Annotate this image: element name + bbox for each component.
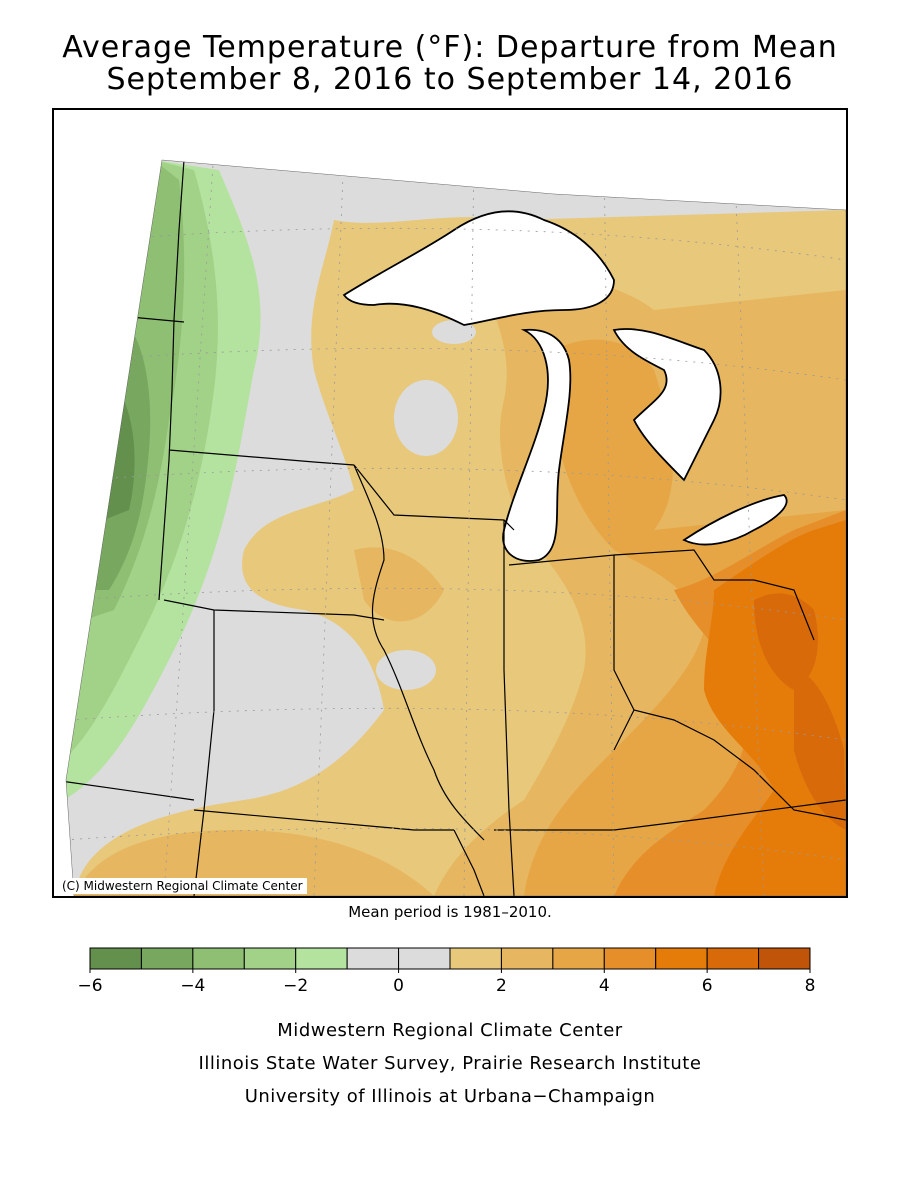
legend-tick-label: −2 bbox=[283, 976, 308, 996]
credit-mrcc: Midwestern Regional Climate Center bbox=[277, 1020, 623, 1041]
legend-swatch bbox=[500, 947, 554, 970]
temperature-departure-map bbox=[65, 159, 846, 896]
zone-minus-5-to-6 bbox=[94, 400, 135, 520]
lake-huron bbox=[612, 328, 722, 482]
legend-swatch bbox=[398, 947, 451, 970]
border-in-oh bbox=[508, 554, 635, 751]
legend-tick-label: −4 bbox=[180, 976, 205, 996]
graticule bbox=[66, 160, 846, 896]
legend-tick-label: 4 bbox=[599, 976, 610, 996]
zone-plus-2-to-3-central bbox=[354, 547, 444, 622]
departure-shading bbox=[66, 160, 846, 896]
legend-swatch bbox=[346, 947, 400, 970]
border-il-in bbox=[503, 520, 515, 896]
legend-tick-label: 0 bbox=[393, 976, 404, 996]
legend-swatch bbox=[603, 947, 657, 970]
legend-swatch bbox=[295, 947, 348, 970]
lake-michigan bbox=[502, 328, 572, 562]
border-oh-mi bbox=[613, 549, 815, 641]
zone-plus-6-to-7 bbox=[754, 593, 818, 690]
color-legend: −6 −4 −2 0 2 4 6 8 bbox=[0, 945, 900, 1005]
mean-period-note: Mean period is 1981–2010. bbox=[348, 903, 552, 921]
map-date-range: September 8, 2016 to September 14, 2016 bbox=[106, 62, 794, 97]
legend-swatch bbox=[449, 947, 502, 970]
legend-swatch bbox=[552, 947, 605, 970]
lake-superior bbox=[342, 210, 615, 326]
legend-swatch bbox=[192, 947, 245, 970]
legend-tick-label: 8 bbox=[805, 976, 816, 996]
legend-tick-label: 6 bbox=[702, 976, 713, 996]
border-tn-mo bbox=[453, 829, 485, 896]
legend-swatch bbox=[243, 947, 297, 970]
border-ne-ks bbox=[193, 610, 215, 896]
legend-swatch bbox=[706, 947, 760, 970]
zone-plus-6-to-7-east bbox=[794, 670, 846, 830]
map-title: Average Temperature (°F): Departure from… bbox=[62, 30, 838, 65]
legend-swatch bbox=[655, 947, 708, 970]
mississippi-river-border bbox=[353, 464, 485, 841]
great-lakes bbox=[342, 210, 788, 562]
border-mn-ia bbox=[168, 449, 355, 466]
border-ia-mo bbox=[163, 599, 385, 621]
border-wv-va bbox=[633, 709, 846, 821]
border-wi-il bbox=[353, 464, 515, 531]
legend-swatch bbox=[758, 947, 811, 970]
credit-uiuc: University of Illinois at Urbana−Champai… bbox=[244, 1086, 656, 1107]
border-mo-ar bbox=[193, 809, 454, 831]
projection-edge bbox=[65, 159, 846, 896]
lake-erie bbox=[682, 494, 788, 546]
legend-swatch bbox=[140, 947, 194, 970]
near-normal-island-north bbox=[432, 320, 476, 344]
near-normal-island-illinois bbox=[376, 650, 436, 690]
legend-tick-label: −6 bbox=[77, 976, 102, 996]
map-panel: (C) Midwestern Regional Climate Center bbox=[52, 108, 848, 898]
legend-tick-label: 2 bbox=[496, 976, 507, 996]
state-borders bbox=[66, 160, 846, 896]
near-normal-island-wisconsin bbox=[394, 380, 458, 456]
border-ky-tn bbox=[494, 799, 846, 831]
border-nd-mn bbox=[158, 160, 185, 601]
copyright-label: (C) Midwestern Regional Climate Center bbox=[58, 878, 307, 894]
legend-colorbar: −6 −4 −2 0 2 4 6 8 bbox=[77, 947, 816, 996]
legend-swatch bbox=[89, 947, 142, 970]
credit-isws: Illinois State Water Survey, Prairie Res… bbox=[198, 1053, 702, 1074]
